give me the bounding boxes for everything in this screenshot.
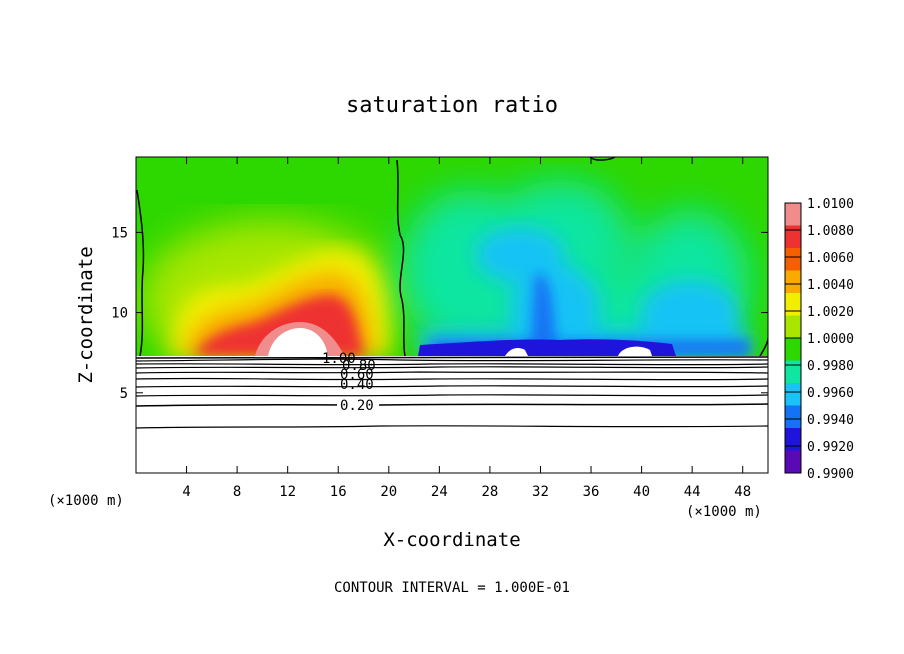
contour-line <box>135 394 769 397</box>
x-axis-title: X-coordinate <box>383 529 520 551</box>
contour-label: 0.80 <box>342 358 376 374</box>
supersat-gap <box>505 348 528 356</box>
plot-frame <box>135 156 769 474</box>
colorbar-swatch <box>785 405 801 429</box>
colorbar-label: 1.0040 <box>807 278 854 293</box>
contour-line <box>135 358 769 362</box>
contour-line <box>135 403 769 407</box>
y-tick-label: 15 <box>111 225 128 241</box>
contour-line <box>135 363 769 366</box>
contour-lines <box>135 356 769 429</box>
contour-line <box>135 385 769 388</box>
colorbar-label: 1.0080 <box>807 224 854 239</box>
y-axis-title: Z-coordinate <box>75 246 97 383</box>
contour-line <box>135 425 769 429</box>
dry-core-min <box>418 339 676 356</box>
contour-label: 1.00 <box>322 351 356 367</box>
contour-label-bg <box>337 397 379 413</box>
colorbar-swatch <box>785 225 801 249</box>
colorbar-swatch <box>785 270 801 294</box>
colorbar-label: 0.9960 <box>807 386 854 401</box>
contour-line <box>135 377 769 381</box>
y-tick-label: 10 <box>111 306 128 322</box>
colorbar-label: 1.0060 <box>807 251 854 266</box>
contour-line <box>135 371 769 374</box>
contour-line <box>396 159 406 356</box>
colorbar-swatch <box>785 360 801 384</box>
contour-label: 0.20 <box>340 398 374 414</box>
contour-line <box>135 356 769 359</box>
x-tick-label: 24 <box>431 484 448 500</box>
x-tick-label: 32 <box>532 484 549 500</box>
contour-label: 0.40 <box>340 377 374 393</box>
dry-core <box>530 273 558 356</box>
colorbar-swatch <box>785 428 801 451</box>
contour-label: 0.60 <box>340 367 374 383</box>
contour-line <box>135 366 769 369</box>
colorbar-label: 1.0000 <box>807 332 854 347</box>
x-axis-unit-right: (×1000 m) <box>686 504 762 520</box>
contour-labels: 1.00 0.80 0.60 0.40 0.20 <box>322 351 379 414</box>
colorbar-label: 1.0100 <box>807 197 854 212</box>
x-tick-label: 8 <box>233 484 241 500</box>
colorbar-swatch <box>785 203 801 226</box>
colorbar-label: 0.9900 <box>807 467 854 482</box>
x-tick-label: 28 <box>481 484 498 500</box>
colorbar-swatch <box>785 383 801 406</box>
colorbar: 1.0100 1.0080 1.0060 1.0040 1.0020 1.0000 0.99… <box>784 197 854 482</box>
x-axis-unit-left: (×1000 m) <box>48 493 124 509</box>
x-ticks: 4 8 12 16 20 24 28 32 36 40 44 48 <box>182 157 751 500</box>
x-tick-label: 40 <box>633 484 650 500</box>
y-tick-label: 5 <box>120 386 128 402</box>
colorbar-label: 0.9980 <box>807 359 854 374</box>
contour-line <box>136 189 145 356</box>
colorbar-swatch <box>785 293 801 316</box>
y-ticks: 5 10 15 <box>111 225 768 402</box>
colorbar-label: 1.0020 <box>807 305 854 320</box>
colorbar-swatch <box>785 338 801 361</box>
colorbar-swatch <box>785 450 801 474</box>
x-tick-label: 16 <box>330 484 347 500</box>
contour-line <box>589 157 616 161</box>
x-tick-label: 4 <box>182 484 190 500</box>
colorbar-label: 0.9940 <box>807 413 854 428</box>
contour-interval-note: CONTOUR INTERVAL = 1.000E-01 <box>334 580 570 596</box>
colorbar-swatch <box>785 248 801 271</box>
supersat-gap <box>618 346 652 356</box>
x-tick-label: 36 <box>583 484 600 500</box>
chart-title: saturation ratio <box>346 93 558 118</box>
x-tick-label: 20 <box>380 484 397 500</box>
x-tick-label: 48 <box>734 484 751 500</box>
supersat-gap <box>268 328 328 356</box>
colorbar-label: 0.9920 <box>807 440 854 455</box>
x-tick-label: 12 <box>279 484 296 500</box>
colorbar-swatch <box>785 315 801 339</box>
saturation-field <box>136 157 768 356</box>
x-tick-label: 44 <box>684 484 701 500</box>
